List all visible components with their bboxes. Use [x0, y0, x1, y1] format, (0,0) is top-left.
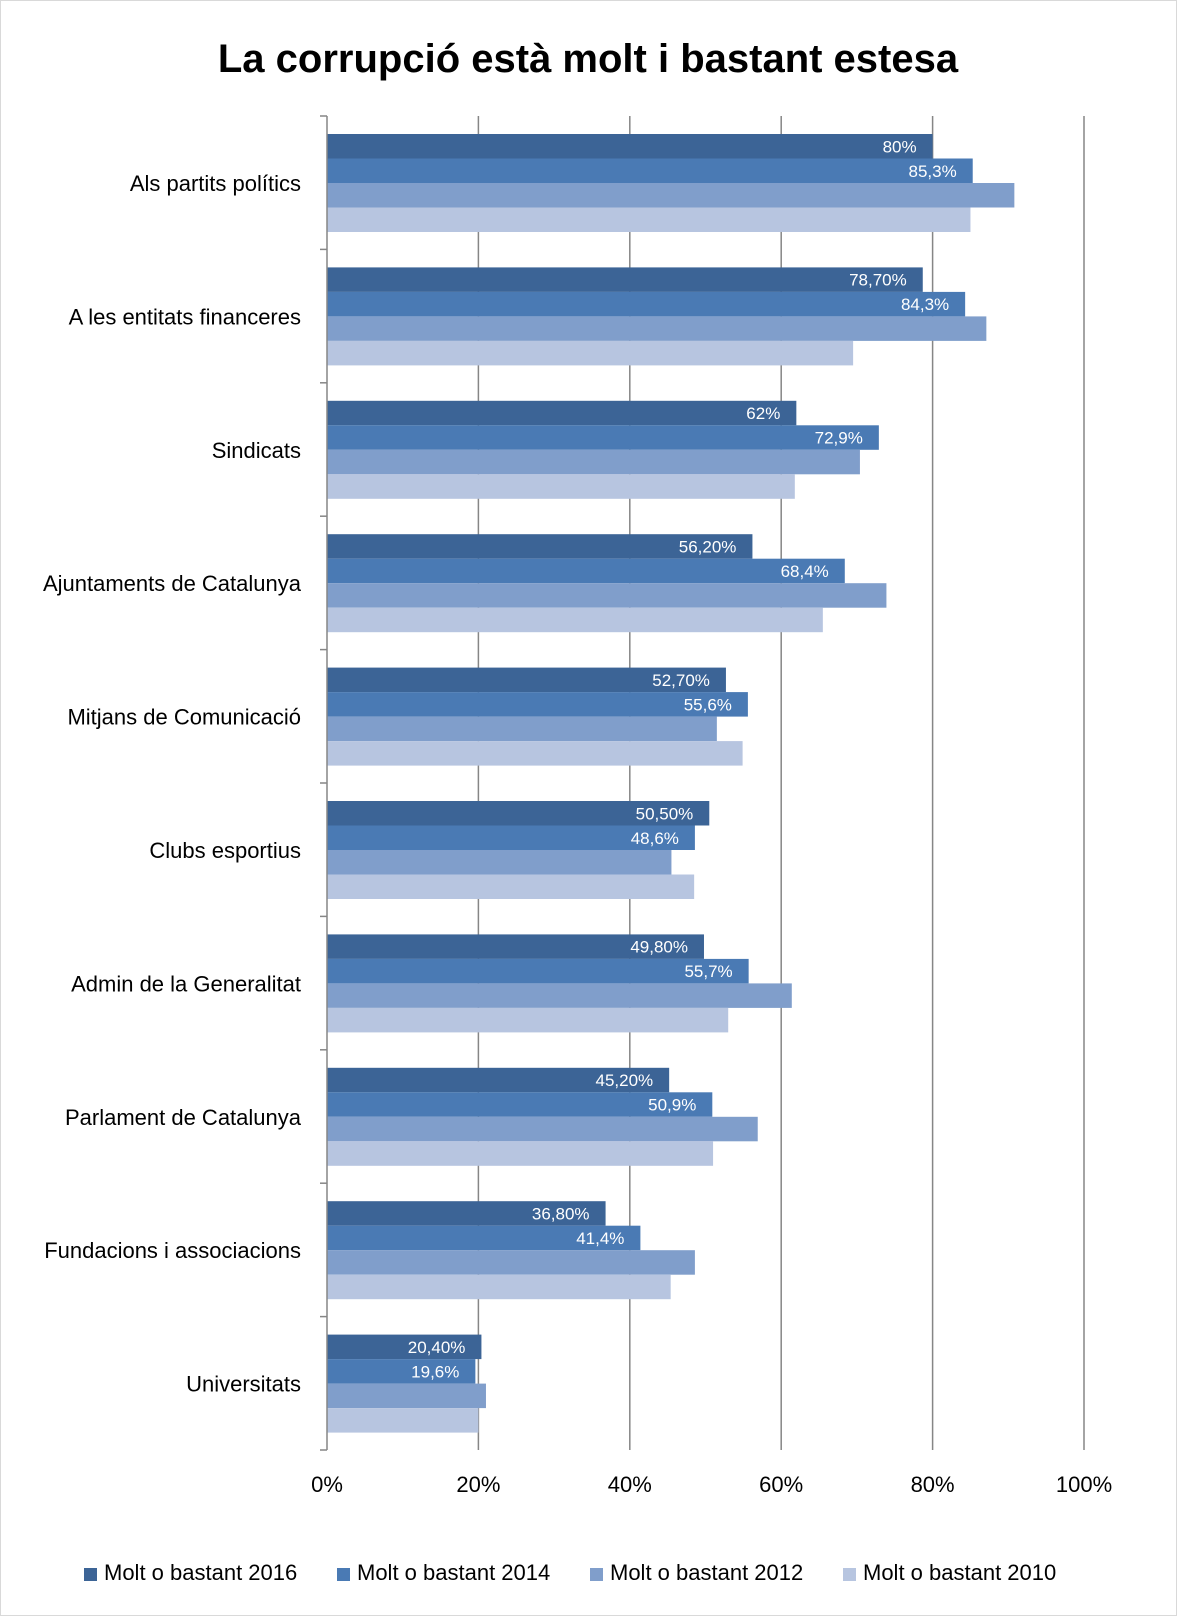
bar — [327, 1225, 641, 1251]
bar — [327, 1383, 486, 1409]
bar — [327, 558, 845, 584]
bar — [327, 474, 795, 499]
data-label: 80% — [883, 137, 917, 156]
x-tick-label: 0% — [311, 1472, 343, 1497]
bar — [327, 1201, 606, 1226]
data-label: 56,20% — [679, 537, 737, 556]
data-label: 62% — [746, 404, 780, 423]
data-label: 19,6% — [411, 1362, 459, 1381]
bar — [327, 534, 753, 559]
bar — [327, 400, 797, 426]
bar — [327, 1092, 713, 1117]
bar — [327, 1141, 714, 1166]
bar — [327, 267, 923, 292]
data-label: 55,6% — [684, 695, 732, 714]
bar — [327, 801, 710, 826]
bar — [327, 1408, 479, 1433]
bar — [327, 1007, 729, 1033]
tick-labels: 0% 20% 40% 60% 80% 100% — [311, 1472, 1112, 1497]
bar — [327, 1334, 482, 1360]
bar — [327, 316, 987, 341]
bar — [327, 1274, 671, 1300]
bar — [327, 183, 1015, 208]
category-label: Als partits polítics — [130, 171, 301, 196]
category-label: A les entitats financeres — [69, 304, 301, 329]
legend-label: Molt o bastant 2016 — [104, 1560, 297, 1585]
category-label: Clubs esportius — [149, 838, 301, 863]
category-label: Sindicats — [212, 438, 301, 463]
bar — [327, 850, 672, 875]
legend-swatch — [337, 1568, 350, 1581]
data-label: 72,9% — [815, 429, 863, 448]
legend-swatch — [84, 1568, 97, 1581]
data-label: 50,50% — [636, 804, 694, 823]
legend-label: Molt o bastant 2014 — [357, 1560, 550, 1585]
category-label: Parlament de Catalunya — [65, 1105, 302, 1130]
bar — [327, 667, 726, 693]
category-label: Ajuntaments de Catalunya — [43, 571, 302, 596]
bar — [327, 291, 966, 317]
x-tick-label: 40% — [608, 1472, 652, 1497]
data-label: 49,80% — [630, 938, 688, 957]
data-label: 55,7% — [684, 962, 732, 981]
data-label: 36,80% — [532, 1204, 590, 1223]
bar — [327, 692, 748, 717]
data-label: 41,4% — [576, 1229, 624, 1248]
bar — [327, 958, 749, 984]
data-label: 20,40% — [408, 1338, 466, 1357]
x-tick-label: 60% — [759, 1472, 803, 1497]
bar — [327, 449, 860, 475]
bar — [327, 934, 704, 959]
data-label: 84,3% — [901, 295, 949, 314]
x-tick-label: 100% — [1056, 1472, 1112, 1497]
category-label: Admin de la Generalitat — [71, 971, 301, 996]
category-label: Universitats — [186, 1372, 301, 1397]
bar — [327, 874, 695, 899]
bar — [327, 207, 971, 232]
bar — [327, 1250, 695, 1275]
data-label: 85,3% — [909, 162, 957, 181]
bar — [327, 1359, 476, 1384]
bar — [327, 134, 933, 159]
data-label: 50,9% — [648, 1096, 696, 1115]
data-label: 52,70% — [652, 671, 710, 690]
data-label: 68,4% — [781, 562, 829, 581]
bar — [327, 825, 695, 850]
data-label: 45,20% — [595, 1071, 653, 1090]
bar — [327, 1067, 670, 1093]
legend-label: Molt o bastant 2012 — [610, 1560, 803, 1585]
bar — [327, 983, 792, 1008]
data-labels: 80% 85,3% 78,70% 84,3% 62% 72,9% 56,20% 68,4% 52… — [408, 137, 957, 1381]
bar — [327, 340, 854, 366]
bar — [327, 583, 887, 608]
axis — [320, 115, 328, 1451]
bar — [327, 741, 743, 766]
legend-swatch — [590, 1568, 603, 1581]
category-label: Mitjans de Comunicació — [67, 705, 301, 730]
bar — [327, 425, 879, 450]
legend: Molt o bastant 2016 Molt o bastant 2014 Mo… — [84, 1560, 1056, 1585]
bar — [327, 607, 823, 633]
bars — [327, 134, 1015, 1433]
bar — [327, 716, 717, 742]
category-labels: Als partits polítics A les entitats finan… — [43, 171, 302, 1397]
category-label: Fundacions i associacions — [44, 1238, 301, 1263]
chart-title: La corrupció està molt i bastant estesa — [218, 37, 959, 81]
data-label: 78,70% — [849, 271, 907, 290]
bar — [327, 1116, 758, 1142]
x-tick-label: 80% — [911, 1472, 955, 1497]
bar — [327, 158, 973, 183]
legend-label: Molt o bastant 2010 — [863, 1560, 1056, 1585]
data-label: 48,6% — [631, 829, 679, 848]
legend-swatch — [843, 1568, 856, 1581]
x-tick-label: 20% — [456, 1472, 500, 1497]
